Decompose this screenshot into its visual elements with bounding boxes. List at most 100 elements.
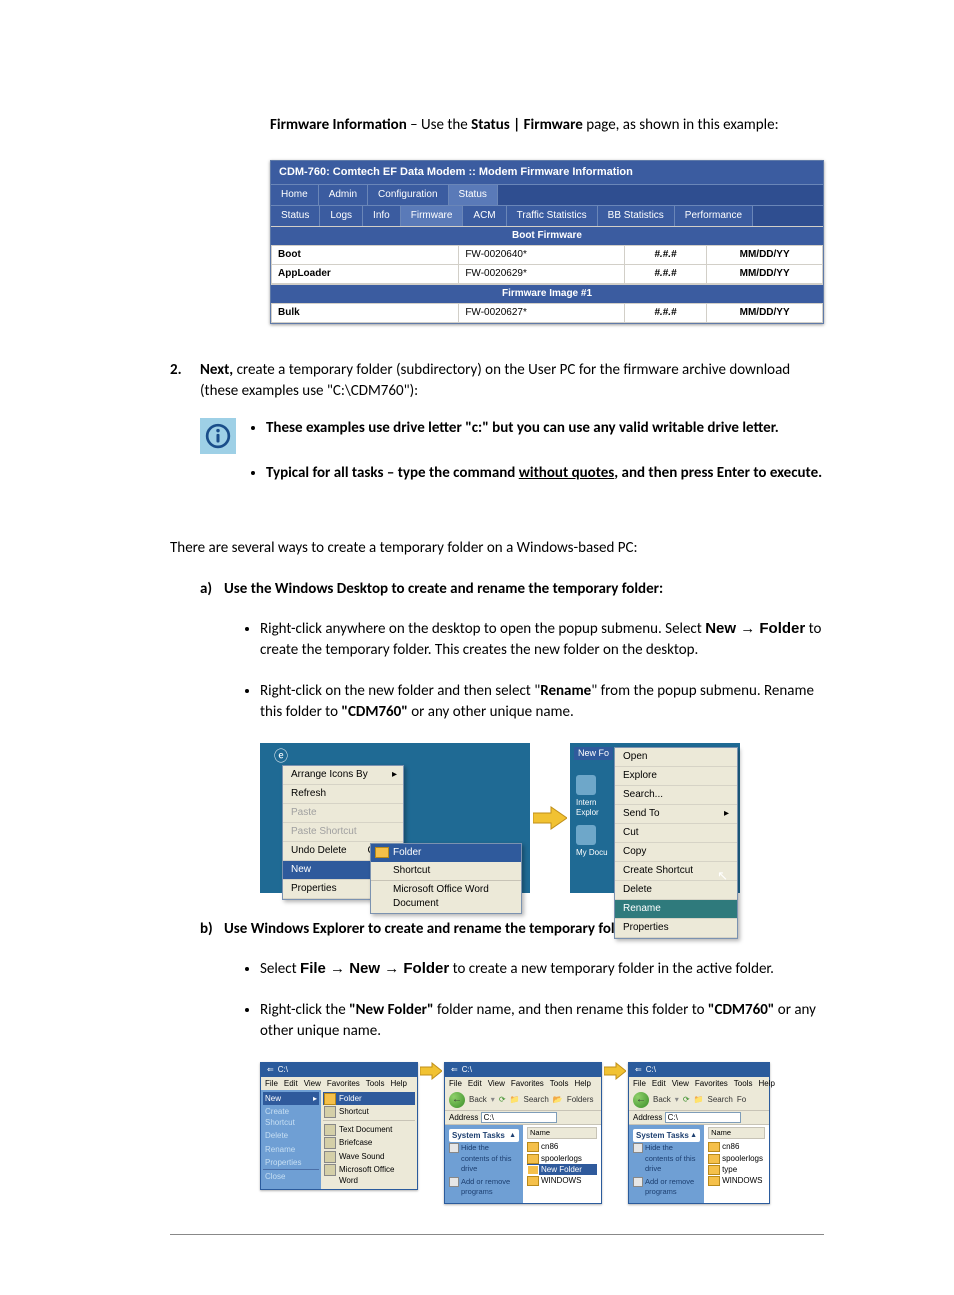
exp1-menu: File Edit View Favorites Tools Help <box>261 1077 417 1090</box>
exp3-file-list: Name cn86 spoolerlogs type WINDOWS <box>704 1125 769 1203</box>
list-item[interactable]: cn86 <box>527 1141 597 1152</box>
tab-configuration[interactable]: Configuration <box>368 185 448 205</box>
method-a-bullet-2: Right-click on the new folder and then s… <box>260 681 824 723</box>
cursor-icon: ↖ <box>717 867 728 885</box>
desktop-right: New Fo Intern Explor My Docu Open Explor… <box>570 743 740 893</box>
yellow-arrow-icon <box>418 1062 444 1080</box>
letter-b: b) <box>200 919 224 940</box>
info-bullet-1: These examples use drive letter "c:" but… <box>266 418 822 439</box>
firmware-info-label: Firmware Information <box>270 116 407 134</box>
ctx2-sendto[interactable]: Send To▸ <box>615 805 737 824</box>
exp2-file-list: Name cn86 spoolerlogs New Folder WINDOWS <box>523 1125 601 1203</box>
method-b-bullet-2: Right-click the "New Folder" folder name… <box>260 1000 824 1042</box>
boot-firmware-header: Boot Firmware <box>271 226 823 245</box>
exp3-address-bar: Address <box>629 1111 769 1125</box>
back-icon[interactable]: ← <box>449 1092 465 1108</box>
info-block: These examples use drive letter "c:" but… <box>200 418 824 508</box>
tab-row-bottom: Status Logs Info Firmware ACM Traffic St… <box>271 205 823 226</box>
intro-paragraph: There are several ways to create a tempo… <box>170 538 824 559</box>
desktop-icon <box>576 775 596 795</box>
exp3-sidebar: System Tasks Hide the contents of this d… <box>629 1125 704 1203</box>
list-item[interactable]: WINDOWS <box>708 1175 765 1186</box>
subctx-word[interactable]: Microsoft Office Word Document <box>371 880 521 913</box>
explorer-window-1: C:\ File Edit View Favorites Tools Help … <box>260 1062 418 1190</box>
subtab-firmware[interactable]: Firmware <box>401 206 464 226</box>
system-tasks-header[interactable]: System Tasks <box>633 1129 700 1142</box>
system-tasks-header[interactable]: System Tasks <box>449 1129 519 1142</box>
firmware-image-table: Bulk FW-0020627* #.#.# MM/DD/YY <box>271 303 823 323</box>
ctx-refresh[interactable]: Refresh <box>283 785 403 804</box>
ctx2-explore[interactable]: Explore <box>615 767 737 786</box>
footer-rule <box>170 1234 824 1235</box>
list-item[interactable]: type <box>708 1164 765 1175</box>
exp1-new[interactable]: New ▸ <box>263 1092 319 1105</box>
exp1-folder[interactable]: Folder <box>323 1092 415 1105</box>
yellow-arrow-icon <box>530 805 570 831</box>
list-item[interactable]: spoolerlogs <box>708 1153 765 1164</box>
subtab-logs[interactable]: Logs <box>320 206 363 226</box>
desktop-icon <box>576 825 596 845</box>
table-row: AppLoader FW-0020629* #.#.# MM/DD/YY <box>272 265 823 284</box>
letter-a: a) <box>200 579 224 600</box>
table-row: Boot FW-0020640* #.#.# MM/DD/YY <box>272 246 823 265</box>
ctx2-cut[interactable]: Cut <box>615 824 737 843</box>
subctx-shortcut[interactable]: Shortcut <box>371 862 521 880</box>
exp2-menu: File Edit View Favorites Tools Help <box>445 1077 601 1090</box>
tab-admin[interactable]: Admin <box>319 185 368 205</box>
method-a-list: Right-click anywhere on the desktop to o… <box>260 618 824 723</box>
subctx-folder[interactable]: Folder <box>371 844 521 862</box>
explorer-window-2: C:\ File Edit View Favorites Tools Help … <box>444 1062 602 1203</box>
ie-icon: ⓔ <box>274 747 288 767</box>
ctx2-copy[interactable]: Copy <box>615 843 737 862</box>
boot-firmware-table: Boot FW-0020640* #.#.# MM/DD/YY AppLoade… <box>271 245 823 284</box>
desktop-left: ⓔ Arrange Icons By▸ Refresh Paste Paste … <box>260 743 530 893</box>
back-icon[interactable]: ← <box>633 1092 649 1108</box>
panel-title: CDM-760: Comtech EF Data Modem :: Modem … <box>271 161 823 184</box>
method-b-list: Select File → New → Folder to create a n… <box>260 958 824 1042</box>
list-item-selected[interactable]: New Folder <box>527 1164 597 1175</box>
explorer-window-3: C:\ File Edit View Favorites Tools Help … <box>628 1062 770 1203</box>
firmware-info-paragraph: Firmware Information – Use the Status | … <box>270 115 824 136</box>
step-lead: Next, <box>200 361 233 379</box>
exp2-title: C:\ <box>445 1063 601 1076</box>
document-page: Firmware Information – Use the Status | … <box>0 0 954 1295</box>
subtab-acm[interactable]: ACM <box>463 206 506 226</box>
firmware-panel: CDM-760: Comtech EF Data Modem :: Modem … <box>270 160 824 324</box>
firmware-image-header: Firmware Image #1 <box>271 284 823 303</box>
list-item[interactable]: spoolerlogs <box>527 1153 597 1164</box>
method-a-bullet-1: Right-click anywhere on the desktop to o… <box>260 618 824 661</box>
ctx2-open[interactable]: Open <box>615 748 737 767</box>
list-item[interactable]: WINDOWS <box>527 1175 597 1186</box>
address-input[interactable] <box>481 1112 557 1123</box>
status-firmware-label: Status | Firmware <box>471 116 583 134</box>
step-number: 2. <box>170 360 200 402</box>
new-folder-label: New Fo <box>574 747 613 760</box>
ctx2-rename[interactable]: Rename <box>615 900 737 919</box>
method-b-bullet-1: Select File → New → Folder to create a n… <box>260 958 824 980</box>
list-item[interactable]: cn86 <box>708 1141 765 1152</box>
exp3-title: C:\ <box>629 1063 769 1076</box>
exp3-menu: File Edit View Favorites Tools Help <box>629 1077 769 1090</box>
ctx-paste: Paste <box>283 804 403 823</box>
subtab-info[interactable]: Info <box>363 206 401 226</box>
tab-home[interactable]: Home <box>271 185 319 205</box>
ctx2-search[interactable]: Search... <box>615 786 737 805</box>
ctx-arrange[interactable]: Arrange Icons By▸ <box>283 766 403 785</box>
subtab-performance[interactable]: Performance <box>675 206 753 226</box>
info-bullet-2: Typical for all tasks – type the command… <box>266 463 822 484</box>
subtab-status[interactable]: Status <box>271 206 320 226</box>
info-icon <box>200 418 236 454</box>
explorer-screenshot-row: C:\ File Edit View Favorites Tools Help … <box>260 1062 824 1203</box>
exp1-file-menu: New ▸ Create Shortcut Delete Rename Prop… <box>261 1090 321 1189</box>
exp2-toolbar: ← Back ▾ ⟳ 📁 Search 📂 Folders <box>445 1090 601 1111</box>
exp3-toolbar: ← Back ▾ ⟳ 📁 Search Fo <box>629 1090 769 1111</box>
table-row: Bulk FW-0020627* #.#.# MM/DD/YY <box>272 304 823 323</box>
subtab-bb[interactable]: BB Statistics <box>598 206 675 226</box>
desktop-screenshot-row: ⓔ Arrange Icons By▸ Refresh Paste Paste … <box>260 743 824 893</box>
ctx2-properties[interactable]: Properties <box>615 919 737 938</box>
info-bullet-list: These examples use drive letter "c:" but… <box>266 418 822 508</box>
tab-status[interactable]: Status <box>449 185 498 205</box>
subtab-traffic[interactable]: Traffic Statistics <box>507 206 598 226</box>
step-2: 2. Next, create a temporary folder (subd… <box>170 360 824 402</box>
address-input[interactable] <box>665 1112 741 1123</box>
